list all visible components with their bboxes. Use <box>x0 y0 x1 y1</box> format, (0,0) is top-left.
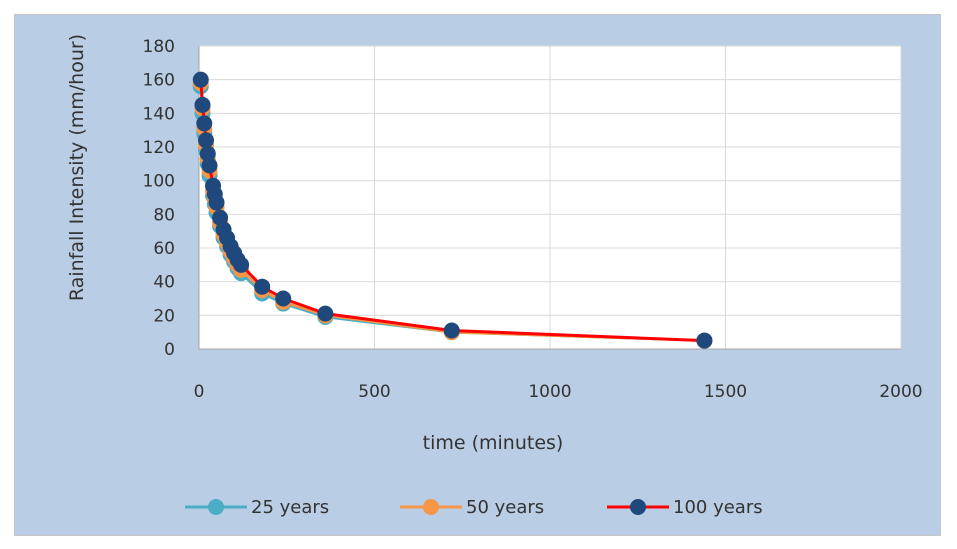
y-tick-label: 120 <box>143 138 175 158</box>
y-tick-label: 180 <box>143 37 175 57</box>
y-tick-label: 40 <box>153 273 175 293</box>
legend-marker <box>423 499 439 515</box>
data-point <box>317 305 334 322</box>
legend-label: 25 years <box>251 497 329 518</box>
data-point <box>198 132 215 149</box>
legend-label: 100 years <box>673 497 763 518</box>
data-point <box>196 115 213 132</box>
series-lines <box>192 71 713 349</box>
y-tick-label: 60 <box>153 239 175 259</box>
x-tick-label: 1500 <box>704 382 747 402</box>
x-axis-title: time (minutes) <box>423 432 564 454</box>
x-axis-ticks: 0 500 1000 1500 2000 <box>194 382 923 402</box>
legend-item: 25 years <box>185 497 329 518</box>
legend-label: 50 years <box>466 497 544 518</box>
data-point <box>443 322 460 339</box>
x-tick-label: 1000 <box>528 382 571 402</box>
data-point <box>254 278 271 295</box>
data-point <box>696 332 713 349</box>
legend-marker <box>630 499 646 515</box>
y-tick-label: 80 <box>153 205 175 225</box>
data-point <box>208 194 225 211</box>
data-point <box>194 96 211 113</box>
data-point <box>233 256 250 273</box>
y-tick-label: 100 <box>143 172 175 192</box>
data-point <box>199 145 216 162</box>
data-point <box>275 290 292 307</box>
y-tick-label: 160 <box>143 71 175 91</box>
y-axis-ticks: 0 20 40 60 80 100 120 140 160 180 <box>143 37 175 360</box>
y-tick-label: 0 <box>164 340 175 360</box>
series-100-years <box>192 71 713 349</box>
y-tick-label: 20 <box>153 306 175 326</box>
x-tick-label: 0 <box>194 382 205 402</box>
gridlines <box>198 45 902 350</box>
x-tick-label: 500 <box>358 382 390 402</box>
legend-item: 50 years <box>400 497 544 518</box>
data-point <box>201 157 218 174</box>
y-axis-title: Rainfall Intensity (mm/hour) <box>66 34 88 301</box>
legend-item: 100 years <box>607 497 763 518</box>
legend: 25 years 50 years 100 years <box>185 497 763 518</box>
y-tick-label: 140 <box>143 104 175 124</box>
x-tick-label: 2000 <box>879 382 922 402</box>
data-point <box>192 71 209 88</box>
chart-area: 0 20 40 60 80 100 120 140 160 180 0 500 1000 1500 200… <box>14 14 941 536</box>
legend-marker <box>208 499 224 515</box>
line-chart: 0 20 40 60 80 100 120 140 160 180 0 500 1000 1500 200… <box>66 34 923 518</box>
